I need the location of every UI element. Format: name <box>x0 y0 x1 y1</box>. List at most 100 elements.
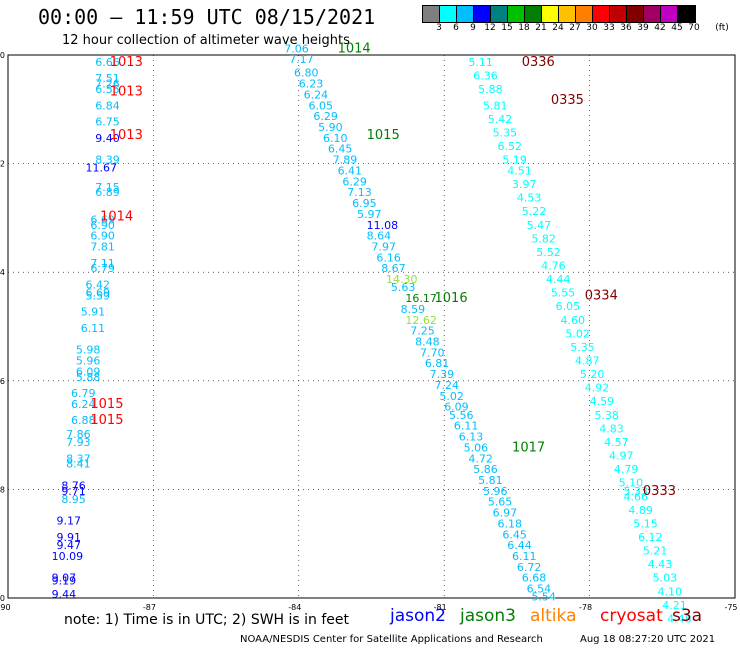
x-tick-label: -75 <box>724 603 737 612</box>
wave-height-label: 5.82 <box>531 232 556 245</box>
wave-height-label: 8.67 <box>381 262 406 275</box>
wave-height-label: 5.03 <box>653 572 678 585</box>
wave-height-label: 4.44 <box>546 273 571 286</box>
wave-height-label: 5.88 <box>76 371 101 384</box>
wave-height-label: 5.02 <box>439 390 464 403</box>
wave-height-label: 6.80 <box>294 67 319 80</box>
wave-height-label: 6.09 <box>444 401 469 414</box>
wave-height-label: 6.13 <box>459 431 484 444</box>
wave-height-label: 7.51 <box>95 72 120 85</box>
wave-height-label: 6.05 <box>556 300 581 313</box>
wave-height-label: 6.12 <box>638 531 663 544</box>
wave-height-label: 5.35 <box>570 341 595 354</box>
wave-height-label: 6.88 <box>71 414 96 427</box>
wave-height-label: 5.91 <box>81 306 106 319</box>
wave-height-label: 4.79 <box>614 463 639 476</box>
wave-height-label: 4.57 <box>604 436 629 449</box>
wave-height-label: 4.51 <box>507 164 532 177</box>
wave-height-label: 6.23 <box>299 78 324 91</box>
pass-time-label: 1015 <box>367 128 400 143</box>
wave-height-label: 6.45 <box>502 528 527 541</box>
legend-label: 15 <box>501 23 513 33</box>
legend-label: 36 <box>620 23 632 33</box>
pass-time-label: 0333 <box>643 484 676 499</box>
legend-swatch <box>593 6 610 22</box>
wave-height-label: 5.59 <box>86 289 111 302</box>
wave-height-label: 4.92 <box>585 382 610 395</box>
x-tick-label: -84 <box>288 603 301 612</box>
wave-height-label: 12.62 <box>405 314 437 327</box>
wave-height-label: 4.43 <box>648 558 673 571</box>
footer-note: note: 1) Time is in UTC; 2) SWH is in fe… <box>64 612 350 628</box>
wave-height-label: 7.15 <box>95 181 120 194</box>
wave-height-label: 6.45 <box>328 143 353 156</box>
color-legend <box>422 5 696 23</box>
wave-height-label: 6.79 <box>71 387 96 400</box>
wave-height-label: 6.11 <box>81 322 106 335</box>
wave-height-label: 8.48 <box>415 336 440 349</box>
y-tick-label: -28 <box>0 485 5 494</box>
wave-height-label: 8.59 <box>401 303 426 316</box>
wave-height-label: 9.44 <box>52 588 76 601</box>
wave-height-label: 4.48 <box>667 612 692 625</box>
wave-height-label: 9.47 <box>56 539 81 552</box>
credit-line: NOAA/NESDIS Center for Satellite Applica… <box>240 634 543 645</box>
legend-label: 9 <box>470 23 476 33</box>
legend-swatch <box>457 6 474 22</box>
wave-height-label: 6.84 <box>95 99 120 112</box>
sat-label-altika: altika <box>530 606 577 626</box>
wave-height-label: 6.79 <box>90 262 115 275</box>
wave-height-label: 5.38 <box>594 409 619 422</box>
wave-height-label: 6.41 <box>338 164 363 177</box>
wave-height-label: 5.90 <box>318 121 343 134</box>
y-tick-label: -24 <box>0 268 5 277</box>
wave-height-label: 7.17 <box>289 53 314 66</box>
wave-height-label: 6.90 <box>90 230 115 243</box>
wave-height-label: 6.24 <box>71 398 96 411</box>
legend-label: 39 <box>637 23 649 33</box>
y-tick-label: -30 <box>0 594 5 603</box>
wave-height-label: 5.96 <box>76 355 101 368</box>
legend-label: 24 <box>552 23 564 33</box>
wave-height-label: 5.63 <box>391 281 416 294</box>
legend-label: 45 <box>671 23 683 33</box>
legend-swatch <box>644 6 661 22</box>
wave-height-label: 7.39 <box>430 368 455 381</box>
y-tick-label: -20 <box>0 51 5 60</box>
wave-height-label: 6.95 <box>352 197 377 210</box>
legend-label: 42 <box>654 23 666 33</box>
wave-height-label: 7.25 <box>410 325 435 338</box>
pass-time-label: 1014 <box>100 210 133 225</box>
wave-height-label: 6.81 <box>425 357 450 370</box>
wave-height-label: 5.21 <box>643 545 668 558</box>
pass-time-label: 1013 <box>110 55 143 70</box>
x-tick-label: -78 <box>579 603 592 612</box>
legend-label: 30 <box>586 23 598 33</box>
wave-height-label: 4.59 <box>590 395 615 408</box>
wave-height-label: 6.90 <box>90 219 115 232</box>
wave-height-label: 5.47 <box>527 219 552 232</box>
wave-height-label: 6.11 <box>512 550 537 563</box>
x-tick-label: -90 <box>0 603 11 612</box>
wave-height-label: 4.89 <box>628 504 653 517</box>
wave-height-label: 5.10 <box>619 477 644 490</box>
wave-height-label: 6.18 <box>498 517 522 530</box>
pass-time-label: 1017 <box>512 440 545 455</box>
legend-swatch <box>542 6 559 22</box>
wave-height-label: 9.17 <box>56 515 81 528</box>
sat-label-s3a: s3a <box>672 606 703 626</box>
wave-height-label: 5.19 <box>502 154 527 167</box>
wave-height-label: 6.89 <box>95 186 120 199</box>
wave-height-label: 5.81 <box>478 474 503 487</box>
pass-time-label: 1013 <box>110 128 143 143</box>
y-tick-label: -26 <box>0 377 5 386</box>
wave-height-label: 7.11 <box>90 257 115 270</box>
wave-height-label: 5.11 <box>468 56 493 69</box>
legend-label: 3 <box>436 23 442 33</box>
pass-time-label: 1015 <box>90 397 123 412</box>
map-title: 00:00 – 11:59 UTC 08/15/2021 <box>38 5 376 29</box>
wave-height-label: 5.35 <box>493 126 517 139</box>
wave-height-label: 6.36 <box>473 69 498 82</box>
legend-label: 33 <box>603 23 615 33</box>
wave-height-label: 7.06 <box>284 42 309 55</box>
